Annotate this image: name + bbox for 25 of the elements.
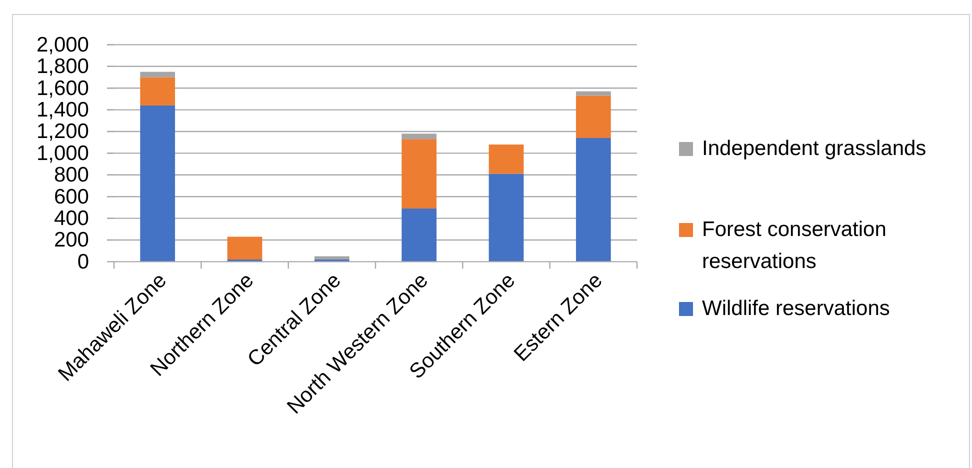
- y-tick-label: 400: [54, 207, 89, 230]
- y-tick-label: 200: [54, 228, 89, 252]
- bar: [402, 208, 437, 262]
- bar: [402, 139, 437, 209]
- y-tick-label: 600: [54, 185, 89, 208]
- bar: [488, 174, 524, 262]
- bar: [227, 236, 262, 260]
- bar: [140, 72, 176, 78]
- bar: [140, 105, 176, 262]
- y-tick-label: 1,000: [36, 142, 89, 165]
- y-tick-label: 0: [77, 250, 89, 274]
- legend-label: Forest conservation reservations: [702, 218, 886, 273]
- y-tick-label: 1,600: [36, 76, 89, 100]
- y-tick-label: 1,800: [36, 55, 89, 78]
- bar: [140, 77, 176, 106]
- y-tick-label: 1,200: [36, 120, 89, 144]
- y-tick-label: 1,400: [36, 98, 89, 122]
- bar: [488, 144, 524, 174]
- legend-label: Wildlife reservations: [702, 296, 890, 320]
- y-tick-label: 2,000: [36, 33, 89, 56]
- bar: [576, 91, 611, 96]
- y-tick-label: 800: [54, 164, 89, 187]
- bar: [576, 96, 611, 138]
- bar: [576, 138, 611, 262]
- legend-label: Independent grasslands: [702, 136, 926, 160]
